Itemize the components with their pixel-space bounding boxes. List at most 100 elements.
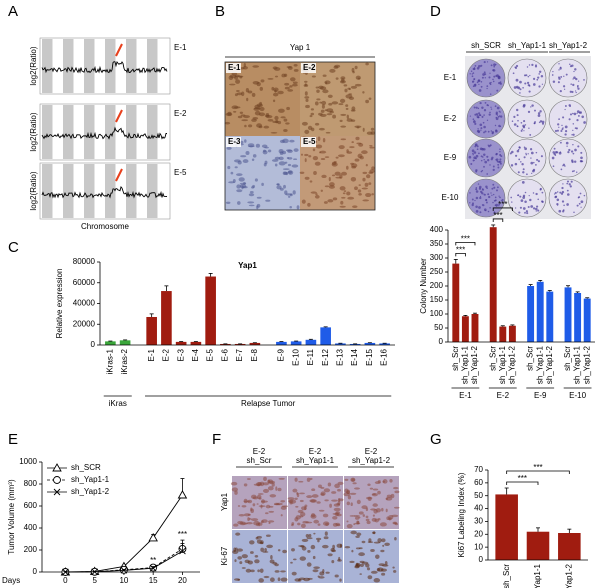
- texture: [259, 86, 263, 91]
- colony: [483, 71, 486, 74]
- colony: [559, 89, 562, 93]
- texture: [227, 111, 232, 116]
- texture: [251, 92, 256, 97]
- colony: [474, 113, 477, 116]
- y-tick-label: 20: [474, 529, 483, 538]
- colony: [576, 119, 579, 122]
- texture: [244, 559, 250, 564]
- texture: [307, 549, 311, 553]
- texture: [378, 563, 386, 566]
- colony: [478, 152, 480, 155]
- colony: [472, 72, 475, 74]
- texture: [245, 568, 252, 573]
- chromosome-band: [42, 105, 53, 159]
- y-tick-label: 350: [430, 239, 444, 248]
- texture: [346, 165, 349, 170]
- cnv-sample: E-2: [174, 109, 187, 118]
- texture: [352, 482, 357, 485]
- texture: [235, 547, 238, 551]
- colony: [498, 160, 502, 164]
- texture: [288, 170, 294, 175]
- texture: [269, 494, 277, 498]
- colony: [559, 67, 562, 70]
- legend-label: sh_Yap1-2: [71, 487, 110, 496]
- colony: [483, 153, 486, 157]
- texture: [258, 578, 264, 583]
- texture: [341, 78, 345, 83]
- colony: [569, 113, 573, 116]
- texture: [373, 578, 381, 583]
- texture: [355, 562, 361, 567]
- colony: [577, 145, 580, 148]
- colony: [534, 163, 537, 166]
- ihc-sample: E-5: [303, 137, 316, 146]
- texture: [278, 108, 285, 113]
- y-axis-label: Tumor Volume (mm³): [7, 479, 16, 555]
- texture: [274, 115, 279, 121]
- chromosome-band: [126, 164, 137, 218]
- colony: [572, 129, 574, 132]
- y-tick-label: 10: [474, 542, 483, 551]
- texture: [309, 115, 313, 118]
- colony: [489, 93, 492, 95]
- colony: [486, 173, 489, 175]
- texture: [233, 110, 237, 113]
- texture: [290, 561, 293, 564]
- colony: [495, 152, 498, 155]
- texture: [379, 522, 387, 527]
- texture: [324, 185, 330, 188]
- colony: [528, 127, 530, 129]
- texture: [274, 570, 280, 573]
- colony: [552, 165, 555, 168]
- texture: [339, 186, 346, 191]
- texture: [293, 64, 298, 67]
- texture: [269, 577, 275, 582]
- colony: [478, 83, 480, 86]
- colony: [563, 88, 566, 90]
- texture: [370, 570, 378, 574]
- texture: [334, 171, 341, 176]
- colony: [471, 149, 475, 153]
- texture: [354, 186, 358, 191]
- colony: [523, 146, 526, 149]
- colony: [481, 188, 484, 190]
- texture: [324, 499, 329, 502]
- colony: [556, 129, 559, 132]
- texture: [256, 196, 262, 199]
- x-tick-label: E-4: [191, 348, 200, 361]
- colony: [480, 129, 482, 131]
- x-tick-label: E-1: [147, 348, 156, 361]
- texture: [366, 496, 373, 500]
- texture: [280, 514, 283, 517]
- texture: [263, 162, 267, 167]
- colony: [488, 144, 491, 148]
- colony: [531, 63, 534, 67]
- texture: [354, 65, 358, 70]
- chromosome-band: [63, 164, 74, 218]
- colony: [485, 199, 488, 201]
- panel-letter: G: [430, 431, 442, 448]
- colony: [500, 200, 503, 202]
- colony: [551, 156, 555, 160]
- texture: [331, 499, 338, 502]
- texture: [324, 109, 328, 112]
- colony: [539, 120, 543, 123]
- texture: [365, 563, 370, 568]
- texture: [337, 488, 341, 492]
- data-point: [120, 567, 128, 574]
- texture: [299, 556, 306, 561]
- texture: [250, 494, 257, 499]
- x-tick-label: sh_Scr: [451, 346, 460, 371]
- texture: [298, 577, 306, 581]
- colony: [522, 171, 525, 174]
- texture: [304, 504, 308, 508]
- texture: [304, 176, 310, 180]
- colony: [499, 125, 502, 128]
- colony: [521, 128, 524, 130]
- ihc-frame: [224, 61, 376, 211]
- colony: [486, 85, 489, 87]
- texture: [283, 129, 288, 132]
- colony: [481, 156, 484, 158]
- group-label: iKras: [109, 399, 127, 408]
- texture: [336, 543, 343, 548]
